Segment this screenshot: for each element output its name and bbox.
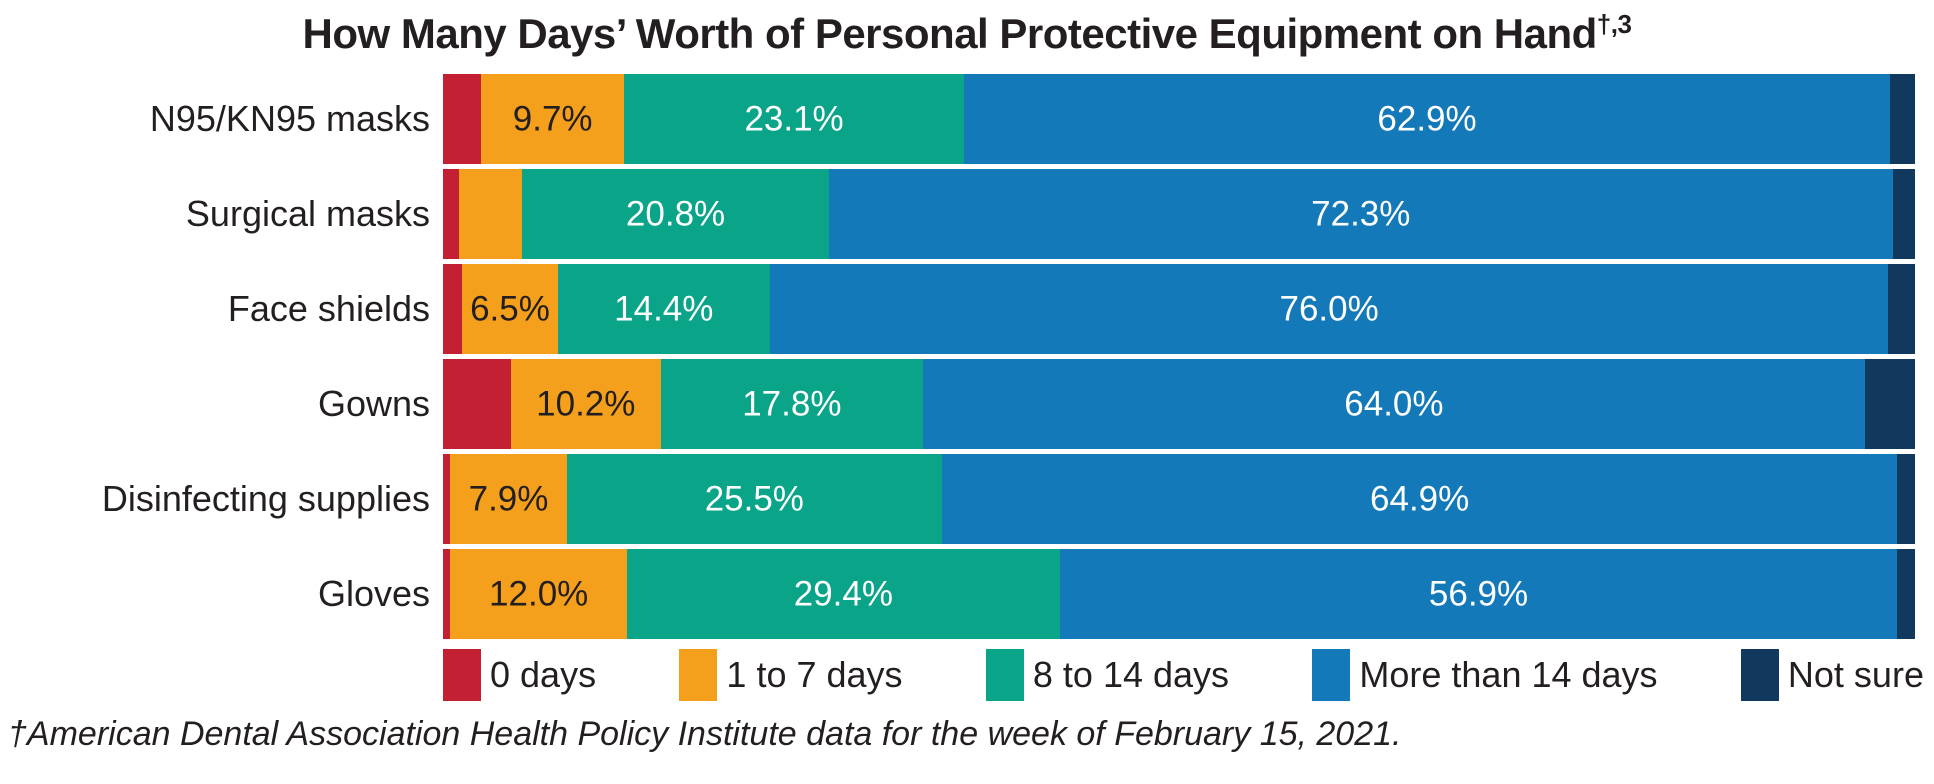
bar-segment-label: 9.7% [512, 99, 593, 139]
legend-swatch [679, 649, 718, 701]
bar-segment-label: 14.4% [614, 289, 714, 329]
bar-segment: 10.2% [510, 359, 661, 449]
bar-segment: 9.7% [481, 74, 625, 164]
bar-segment [443, 169, 460, 259]
legend-label: Not sure [1787, 654, 1924, 695]
bar-segment: 23.1% [624, 74, 965, 164]
stacked-bar: 9.7% 23.1% 62.9% [443, 74, 1915, 164]
chart-title-superscript: †,3 [1596, 9, 1632, 39]
bar-segment: 14.4% [557, 264, 770, 354]
legend-label: 8 to 14 days [1032, 654, 1230, 695]
category-label: Gloves [317, 573, 430, 614]
bar-segment: 25.5% [566, 454, 942, 544]
chart-row: Disinfecting supplies 7.9% 25.5% 64.9% [0, 454, 1934, 544]
category-label: Gowns [317, 383, 430, 424]
bar-segment: 29.4% [626, 549, 1060, 639]
bar-segment-label: 7.9% [468, 479, 549, 519]
legend-swatch [1312, 649, 1351, 701]
bar-segment [443, 359, 511, 449]
bar-segment [1889, 74, 1915, 164]
legend-label: 1 to 7 days [726, 654, 903, 695]
bar-segment: 7.9% [450, 454, 567, 544]
bar-segment [1897, 454, 1915, 544]
bar-segment: 20.8% [522, 169, 829, 259]
stacked-bar: 20.8% 72.3% [443, 169, 1915, 259]
category-label: Surgical masks [185, 193, 430, 234]
bar-segment-label: 29.4% [793, 574, 893, 614]
bar-segment-label: 64.9% [1370, 479, 1470, 519]
bar-segment-label: 23.1% [744, 99, 844, 139]
bar-segment [443, 264, 463, 354]
bar-segment [1897, 549, 1915, 639]
chart-row: N95/KN95 masks 9.7% 23.1% 62.9% [0, 74, 1934, 164]
bar-segment [1864, 359, 1915, 449]
stacked-bar: 12.0% 29.4% 56.9% [443, 549, 1915, 639]
bar-segment-label: 72.3% [1311, 194, 1411, 234]
legend-item: Not sure [1740, 649, 1924, 701]
legend-swatch [443, 649, 481, 701]
stacked-bar: 7.9% 25.5% 64.9% [443, 454, 1915, 544]
bar-segment-label: 64.0% [1344, 384, 1444, 424]
bar-segment [443, 549, 451, 639]
chart-row: Gowns 10.2% 17.8% 64.0% [0, 359, 1934, 449]
bar-segment: 64.9% [942, 454, 1898, 544]
bar-segment [459, 169, 523, 259]
bar-segment-label: 12.0% [489, 574, 589, 614]
legend: 0 days 1 to 7 days 8 to 14 days More than 1… [443, 649, 1924, 701]
bar-segment: 12.0% [450, 549, 627, 639]
chart-row: Face shields 6.5% 14.4% 76.0% [0, 264, 1934, 354]
bar-segment [1892, 169, 1915, 259]
stacked-bar: 6.5% 14.4% 76.0% [443, 264, 1915, 354]
stacked-bar: 10.2% 17.8% 64.0% [443, 359, 1915, 449]
bar-segment: 76.0% [769, 264, 1889, 354]
bar-segment: 72.3% [828, 169, 1893, 259]
bar-segment-label: 10.2% [536, 384, 636, 424]
bar-segment [1888, 264, 1915, 354]
bar-segment-label: 56.9% [1428, 574, 1529, 614]
chart-row: Gloves 12.0% 29.4% 56.9% [0, 549, 1934, 639]
bar-segment [443, 74, 482, 164]
bar-segment-label: 25.5% [704, 479, 804, 519]
chart-row: Surgical masks 20.8% 72.3% [0, 169, 1934, 259]
footnote: †American Dental Association Health Poli… [8, 715, 1402, 753]
bar-segment: 62.9% [964, 74, 1890, 164]
bar-segment-label: 17.8% [742, 384, 842, 424]
legend-label: More than 14 days [1359, 654, 1658, 695]
chart-title: How Many Days’ Worth of Personal Protect… [20, 10, 1914, 58]
legend-swatch [985, 649, 1024, 701]
bar-segment: 64.0% [922, 359, 1865, 449]
bar-segment-label: 76.0% [1279, 289, 1379, 329]
legend-item: 8 to 14 days [985, 649, 1230, 701]
category-label: N95/KN95 masks [149, 98, 430, 139]
legend-item: 0 days [443, 649, 596, 701]
legend-label: 0 days [490, 654, 597, 695]
legend-item: More than 14 days [1312, 649, 1658, 701]
category-label: Face shields [227, 288, 430, 329]
bar-segment: 17.8% [660, 359, 923, 449]
bar-segment-label: 62.9% [1377, 99, 1477, 139]
legend-swatch [1740, 649, 1779, 701]
bar-segment-label: 6.5% [470, 289, 550, 329]
category-label: Disinfecting supplies [101, 478, 430, 519]
bar-segment: 56.9% [1059, 549, 1898, 639]
bar-segment: 6.5% [462, 264, 558, 354]
chart-title-text: How Many Days’ Worth of Personal Protect… [302, 10, 1598, 57]
bar-segment [443, 454, 451, 544]
bar-segment-label: 20.8% [625, 194, 726, 234]
stacked-bar-chart: N95/KN95 masks 9.7% 23.1% 62.9% Surgical mas… [0, 74, 1934, 639]
legend-item: 1 to 7 days [679, 649, 903, 701]
